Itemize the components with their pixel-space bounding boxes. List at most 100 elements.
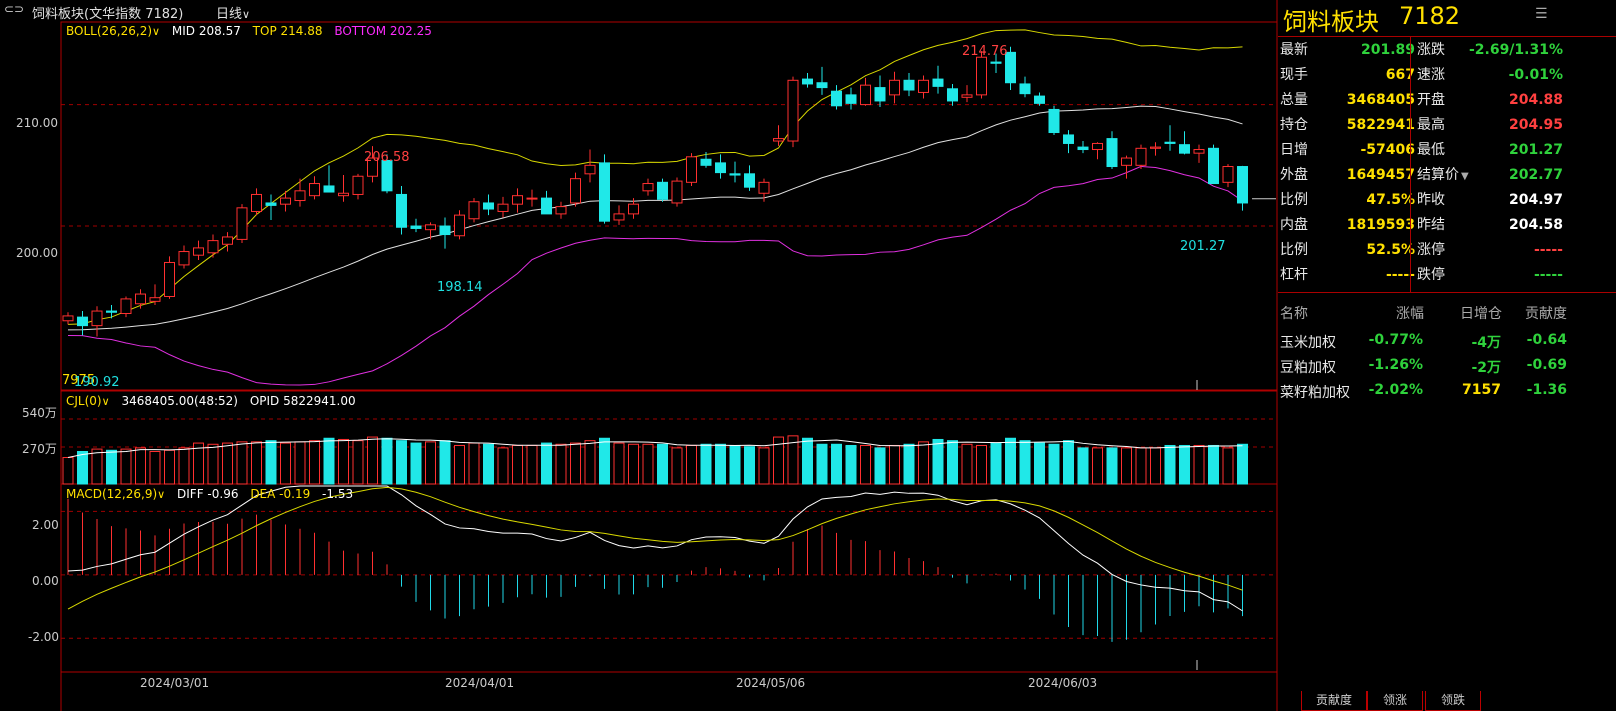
tab-top-losers[interactable]: 领跌 — [1425, 691, 1481, 711]
candle-body — [280, 197, 291, 205]
candle-body — [584, 164, 596, 175]
candle-body — [338, 192, 349, 197]
candle-body — [816, 82, 828, 89]
volume-bar — [700, 443, 712, 485]
candle-body — [1222, 166, 1234, 183]
candle-body — [961, 94, 973, 98]
volume-bar — [396, 440, 407, 485]
volume-bar — [178, 447, 190, 485]
quote-row: 最高 204.95 — [1417, 113, 1563, 138]
cjl-indicator-name[interactable]: CJL(0) — [66, 394, 102, 408]
volume-bar — [932, 438, 944, 485]
quote-row: 开盘 204.88 — [1417, 88, 1563, 113]
volume-bar — [323, 437, 335, 485]
candle-body — [976, 56, 987, 96]
quote-label: 杠杆 — [1280, 267, 1308, 283]
chevron-down-icon[interactable]: ∨ — [101, 395, 110, 408]
instrument-code: 7182 — [1399, 2, 1461, 30]
macd-diff-value: DIFF -0.96 — [177, 487, 239, 501]
quote-row: 日增 -57406 — [1280, 138, 1415, 163]
quote-value: 52.5% — [1366, 242, 1415, 258]
component-row[interactable]: 豆粕加权 -1.26% -2万 -0.69 — [1280, 357, 1567, 381]
cjl-opid-value: OPID 5822941.00 — [249, 394, 356, 408]
macd-indicator-name[interactable]: MACD(12,26,9) — [66, 487, 158, 501]
boll-legend: BOLL(26,26,2)∨ MID 208.57 TOP 214.88 BOT… — [66, 24, 432, 38]
component-row[interactable]: 菜籽粕加权 -2.02% 7157 -1.36 — [1280, 382, 1567, 406]
menu-icon[interactable]: ☰ — [1535, 6, 1548, 22]
candle-body — [396, 193, 407, 228]
volume-bar — [526, 444, 538, 485]
candle-body — [178, 251, 190, 266]
candle-body — [265, 202, 277, 206]
chevron-down-icon[interactable]: ∨ — [157, 488, 166, 501]
candle-body — [1150, 146, 1161, 149]
candle-body — [236, 207, 248, 240]
candle-body — [1179, 144, 1190, 154]
quote-value: 3468405 — [1346, 92, 1415, 108]
volume-bar — [193, 442, 204, 485]
volume-bar — [1077, 447, 1089, 485]
boll-top-value: TOP 214.88 — [252, 24, 323, 38]
boll-bottom-line — [67, 165, 1243, 386]
quote-value: 1649457 — [1346, 167, 1415, 183]
volume-bar — [671, 447, 683, 485]
volume-bar — [874, 447, 886, 485]
candle-body — [918, 79, 929, 93]
tab-contribution[interactable]: 贡献度 — [1301, 691, 1367, 711]
price-axis-label: 210.00 — [16, 116, 58, 130]
chevron-down-icon[interactable]: ∨ — [152, 25, 161, 38]
volume-bar — [222, 442, 233, 485]
volume-bar — [410, 442, 422, 485]
candle-body — [802, 78, 813, 85]
candle-body — [222, 236, 233, 245]
date-label: 2024/03/01 — [140, 676, 210, 690]
candle-body — [729, 173, 741, 176]
link-icon[interactable]: ⊂⊃ — [4, 2, 25, 16]
quote-value: 47.5% — [1366, 192, 1415, 208]
quote-value: ----- — [1385, 267, 1415, 283]
candle-body — [1034, 95, 1045, 104]
volume-bar — [251, 441, 262, 485]
volume-bar — [352, 440, 364, 485]
components-header-cell: 贡献度 — [1525, 306, 1567, 322]
volume-bar — [990, 442, 1002, 485]
boll-indicator-name[interactable]: BOLL(26,26,2) — [66, 24, 153, 38]
volume-bar — [381, 437, 393, 485]
volume-bar — [338, 438, 349, 485]
quote-row: 最新 201.89 — [1280, 38, 1415, 63]
volume-bar — [91, 448, 103, 485]
macd-diff-line — [67, 485, 1243, 612]
quote-label: 日增 — [1280, 142, 1308, 158]
volume-bar — [106, 449, 117, 485]
date-label: 2024/06/03 — [1028, 676, 1098, 690]
candle-body — [1106, 138, 1118, 168]
period-label: 日线 — [216, 7, 243, 22]
candle-body — [193, 247, 204, 256]
quote-value: 204.97 — [1508, 192, 1563, 208]
period-selector[interactable]: 日线∨ — [216, 3, 250, 22]
tab-top-gainers[interactable]: 领涨 — [1367, 691, 1423, 711]
volume-bar — [599, 437, 610, 485]
macd-axis-label: 0.00 — [32, 574, 59, 588]
candle-body — [831, 90, 842, 107]
candle-body — [1019, 83, 1031, 95]
chevron-down-icon[interactable]: ▼ — [1461, 171, 1469, 182]
component-row[interactable]: 玉米加权 -0.77% -4万 -0.64 — [1280, 332, 1567, 356]
volume-bar — [1048, 443, 1060, 485]
candle-body — [613, 213, 625, 221]
volume-bar — [744, 446, 755, 485]
volume-bar — [483, 443, 494, 485]
component-change: -0.77% — [1368, 332, 1423, 348]
instrument-title: 饲料板块(文华指数 7182) — [32, 7, 184, 22]
candle-body — [62, 315, 74, 322]
volume-bar — [439, 440, 451, 485]
candle-body — [903, 79, 915, 91]
cjl-legend: CJL(0)∨ 3468405.00(48:52) OPID 5822941.0… — [66, 394, 356, 408]
kline-chart[interactable] — [0, 0, 1278, 711]
macd-axis-label: -2.00 — [28, 630, 60, 644]
quote-row: 杠杆 ----- — [1280, 263, 1415, 288]
quote-label: 最新 — [1280, 42, 1308, 58]
volume-bar — [77, 451, 88, 485]
candle-body — [1063, 134, 1074, 144]
quote-value: 204.88 — [1508, 92, 1563, 108]
